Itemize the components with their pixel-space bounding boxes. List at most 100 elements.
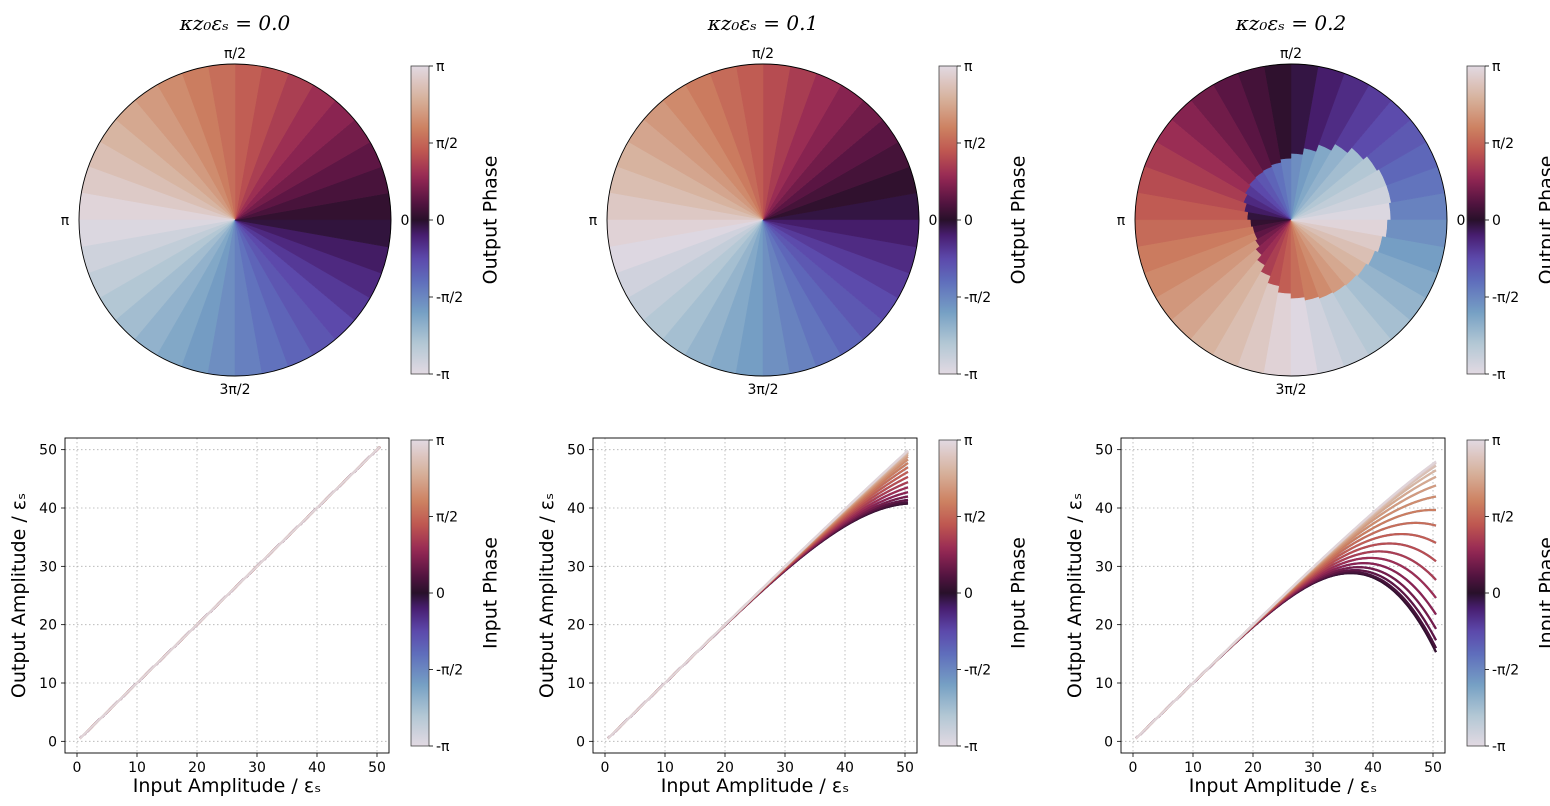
x-axis-label: Input Amplitude / εₛ [133,775,321,797]
series-line [607,449,909,740]
plot-frame [64,437,390,754]
y-tick-label: 10 [39,676,57,692]
polar-angle-label: π/2 [1280,46,1302,62]
colorbar-tick-label: -π/2 [436,663,463,679]
x-axis-label: Input Amplitude / εₛ [1189,775,1377,797]
polar-panel-1: κz₀εₛ = 0.1 π/2 3π/2 π 0 π π/2 0 -π/2 -π Output Ph… [589,11,1030,398]
y-tick-label: 0 [576,734,585,750]
x-tick-label: 10 [656,760,674,776]
x-tick-label: 10 [128,760,146,776]
colorbar-tick-label: 0 [1492,213,1501,229]
colorbar-tick-label: -π [964,739,978,755]
line-panel-1: 0 10 20 30 40 50 0 10 20 30 40 50 Input Amplitude / … [536,433,1030,797]
colorbar-label: Output Phase [480,156,502,285]
colorbar [938,439,958,747]
series-group [79,445,381,740]
polar-frame [78,63,392,377]
colorbar [1466,439,1486,747]
colorbar-tick-label: 0 [436,213,445,229]
x-tick-label: 20 [188,760,206,776]
y-tick-label: 40 [567,501,585,517]
colorbar-tick-label: π/2 [436,136,458,152]
colorbar-tick-label: π/2 [1492,136,1514,152]
colorbar-tick-label: π [964,59,973,75]
y-tick-label: 10 [567,676,585,692]
polar-angle-label: 3π/2 [220,382,251,398]
colorbar-label: Input Phase [1536,537,1550,649]
polar-angle-label: 0 [1457,213,1466,229]
colorbar-tick-label: 0 [964,213,973,229]
polar-angle-label: π/2 [224,46,246,62]
colorbar-tick-label: 0 [1492,586,1501,602]
colorbar-tick-label: π [1492,433,1501,449]
y-tick-label: 10 [1095,676,1113,692]
colorbar-tick-label: -π [1492,739,1506,755]
line-panel-0: 0 10 20 30 40 50 0 10 20 30 40 50 Input Amplitude / … [8,433,502,797]
plot-frame [1120,437,1446,754]
y-tick-label: 50 [1095,443,1113,459]
x-tick-label: 40 [308,760,326,776]
y-tick-label: 30 [39,559,57,575]
panel-title: κz₀εₛ = 0.1 [707,11,818,35]
polar-panel-2: κz₀εₛ = 0.2 π/2 3π/2 π 0 π π/2 0 -π/2 -π Output Ph… [1117,11,1550,398]
colorbar-tick-label: π/2 [964,510,986,526]
y-tick-label: 20 [39,618,57,634]
y-axis-label: Output Amplitude / εₛ [1064,493,1086,698]
x-tick-label: 0 [601,760,610,776]
colorbar-tick-label: -π/2 [1492,663,1519,679]
polar-frame [606,63,920,377]
y-tick-label: 50 [567,443,585,459]
x-tick-label: 40 [1364,760,1382,776]
x-tick-label: 50 [896,760,914,776]
x-axis-label: Input Amplitude / εₛ [661,775,849,797]
colorbar-tick-label: 0 [436,586,445,602]
x-tick-label: 50 [368,760,386,776]
y-tick-label: 20 [567,618,585,634]
line-panel-2: 0 10 20 30 40 50 0 10 20 30 40 50 Input Amplitude / … [1064,433,1550,797]
colorbar-tick-label: -π [964,367,978,383]
polar-angle-label: 0 [929,213,938,229]
colorbar-tick-label: -π/2 [436,290,463,306]
y-tick-label: 0 [1104,734,1113,750]
plot-frame [592,437,918,754]
polar-angle-label: π [589,213,598,229]
polar-angle-label: 3π/2 [748,382,779,398]
x-tick-label: 20 [1244,760,1262,776]
x-tick-label: 50 [1424,760,1442,776]
colorbar-tick-label: π/2 [964,136,986,152]
x-tick-label: 30 [1304,760,1322,776]
colorbar-tick-label: π [964,433,973,449]
polar-angle-label: 0 [401,213,410,229]
polar-angle-label: π [61,213,70,229]
colorbar-label: Input Phase [1008,537,1030,649]
colorbar-tick-label: -π/2 [964,663,991,679]
series-line [1135,460,1437,740]
x-tick-label: 30 [776,760,794,776]
x-tick-label: 10 [1184,760,1202,776]
colorbar-tick-label: -π/2 [1492,290,1519,306]
polar-panel-0: κz₀εₛ = 0.0 π/2 3π/2 π 0 π π/2 0 -π/2 -π Output Ph… [61,11,502,398]
colorbar [410,439,430,747]
colorbar-tick-label: -π/2 [964,290,991,306]
x-tick-label: 40 [836,760,854,776]
panel-title: κz₀εₛ = 0.0 [179,11,291,35]
panel-title: κz₀εₛ = 0.2 [1235,11,1346,35]
y-tick-label: 0 [48,734,57,750]
polar-angle-label: 3π/2 [1276,382,1307,398]
x-tick-label: 20 [716,760,734,776]
colorbar-label: Output Phase [1536,156,1550,285]
colorbar-tick-label: -π [436,367,450,383]
polar-angle-label: π [1117,213,1126,229]
y-tick-label: 30 [1095,559,1113,575]
colorbar-tick-label: π/2 [1492,510,1514,526]
colorbar [1466,65,1486,375]
y-tick-label: 20 [1095,618,1113,634]
colorbar [410,65,430,375]
y-axis-label: Output Amplitude / εₛ [8,493,30,698]
x-tick-label: 30 [248,760,266,776]
series-group [1135,460,1437,740]
x-tick-label: 0 [1129,760,1138,776]
y-tick-label: 40 [1095,501,1113,517]
y-tick-label: 50 [39,443,57,459]
y-tick-label: 40 [39,501,57,517]
